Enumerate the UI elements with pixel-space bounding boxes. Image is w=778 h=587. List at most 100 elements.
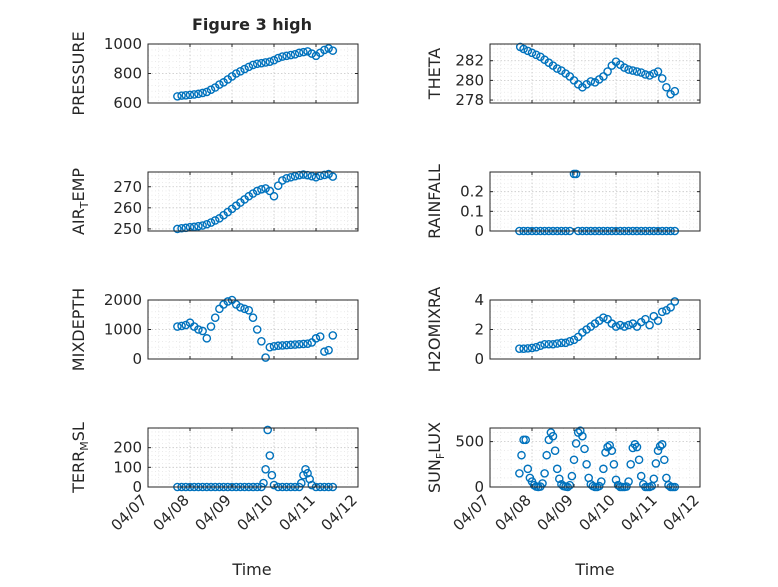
data-point xyxy=(173,92,182,101)
y-axis-label: THETA xyxy=(425,48,444,100)
data-point xyxy=(544,339,554,349)
data-point xyxy=(555,474,564,484)
data-point xyxy=(523,344,533,353)
data-point xyxy=(215,80,224,89)
data-point xyxy=(320,347,329,356)
subplot-air-temp: 250 260 270 AIRTEMP xyxy=(69,168,359,238)
data-point xyxy=(299,170,308,179)
data-point xyxy=(299,47,308,57)
data-point xyxy=(257,58,266,68)
y-axis-label: H2OMIXRA xyxy=(425,287,444,373)
y-axis-label: TERRMSL xyxy=(69,422,91,494)
data-point xyxy=(523,46,533,56)
data-point xyxy=(206,85,216,95)
data-point xyxy=(653,67,663,76)
y-tick-label: 1000 xyxy=(104,321,142,339)
data-point xyxy=(303,47,312,56)
data-point xyxy=(294,48,304,58)
data-point xyxy=(586,77,596,86)
data-point xyxy=(206,218,216,227)
y-tick-label: 0.2 xyxy=(460,183,484,201)
y-tick-label: 2 xyxy=(474,321,484,339)
data-point xyxy=(282,51,291,61)
data-point xyxy=(599,72,608,81)
y-tick-label: 0 xyxy=(132,478,142,496)
data-point xyxy=(198,326,207,336)
data-point xyxy=(202,87,212,97)
data-point xyxy=(273,53,283,63)
data-point xyxy=(261,464,270,474)
data-point xyxy=(320,170,329,180)
data-point xyxy=(645,71,654,80)
data-point xyxy=(320,45,329,55)
data-point xyxy=(294,339,304,349)
data-point xyxy=(670,297,680,306)
data-point xyxy=(552,64,562,73)
data-point xyxy=(206,322,216,331)
data-point xyxy=(567,471,577,481)
y-tick-label: 0.1 xyxy=(460,202,484,220)
y-axis-label: SUNFLUX xyxy=(425,422,447,493)
data-point xyxy=(290,340,300,349)
data-point xyxy=(290,171,300,181)
data-point xyxy=(599,313,608,323)
data-point xyxy=(653,316,663,325)
data-point xyxy=(628,66,638,75)
data-point xyxy=(269,191,279,201)
data-point xyxy=(307,480,317,490)
data-point xyxy=(185,90,195,100)
data-point xyxy=(248,189,258,198)
data-point xyxy=(624,65,633,74)
data-point xyxy=(263,425,273,435)
data-point xyxy=(641,70,650,79)
data-point xyxy=(198,221,207,230)
data-point xyxy=(565,336,575,346)
data-point xyxy=(548,339,558,349)
data-point xyxy=(571,439,581,448)
data-point xyxy=(552,464,562,474)
data-point xyxy=(223,297,233,306)
data-point xyxy=(657,440,667,449)
data-point xyxy=(177,321,186,331)
data-point xyxy=(269,342,279,351)
data-point xyxy=(311,334,321,343)
data-point xyxy=(515,469,524,478)
data-point xyxy=(645,320,654,330)
x-axis-label-right: Time xyxy=(574,560,614,579)
data-point xyxy=(236,303,245,312)
y-tick-label: 200 xyxy=(113,439,142,457)
data-point xyxy=(609,460,619,469)
data-point xyxy=(286,340,296,350)
y-axis-label: PRESSURE xyxy=(69,31,88,115)
data-point xyxy=(531,342,541,352)
data-point xyxy=(282,340,291,350)
data-point xyxy=(670,86,680,96)
data-point xyxy=(252,325,262,334)
data-point xyxy=(261,353,270,362)
y-tick-label: 500 xyxy=(455,433,484,451)
data-point xyxy=(194,89,203,99)
data-point xyxy=(657,307,667,317)
data-point xyxy=(269,55,279,65)
y-tick-label: 0 xyxy=(132,350,142,368)
data-point xyxy=(210,313,220,323)
data-point xyxy=(181,320,191,330)
data-point xyxy=(620,322,629,331)
data-point xyxy=(315,332,325,341)
subplot-rainfall: 0 0.10.2 RAINFALL xyxy=(425,164,701,240)
data-point xyxy=(599,464,608,474)
data-point xyxy=(324,345,333,355)
data-point xyxy=(578,431,587,441)
y-tick-label: 1000 xyxy=(104,35,142,53)
data-point xyxy=(261,184,270,193)
data-point xyxy=(177,223,186,233)
data-point xyxy=(651,459,661,468)
data-point xyxy=(177,91,186,100)
data-point xyxy=(653,446,663,455)
data-point xyxy=(561,338,570,348)
data-point xyxy=(210,216,220,225)
y-tick-label: 280 xyxy=(455,71,484,89)
y-axis-label: RAINFALL xyxy=(425,164,444,239)
data-point xyxy=(660,455,669,465)
data-point xyxy=(173,224,182,234)
